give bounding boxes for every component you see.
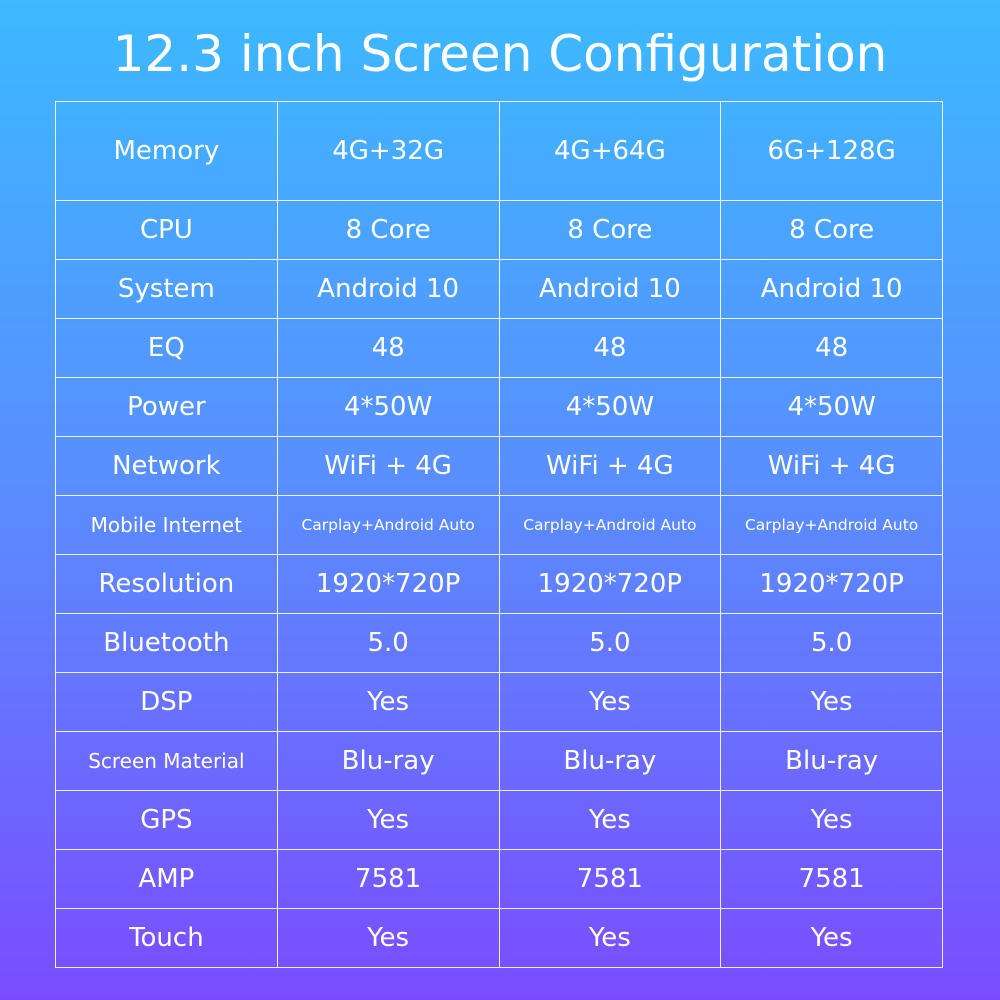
cell: Blu-ray xyxy=(498,731,722,791)
cell: 8 Core xyxy=(276,200,500,260)
cell: 5.0 xyxy=(720,613,943,673)
cell: 48 xyxy=(720,318,943,378)
cell: Android 10 xyxy=(720,259,943,319)
cell: 5.0 xyxy=(276,613,500,673)
cell: 4*50W xyxy=(720,377,943,437)
cell: 7581 xyxy=(276,849,500,909)
cell: Carplay+Android Auto xyxy=(276,495,500,555)
table-row: Screen Material Blu-ray Blu-ray Blu-ray xyxy=(55,731,943,791)
cell: WiFi + 4G xyxy=(498,436,722,496)
cell: Yes xyxy=(720,908,943,968)
title: 12.3 inch Screen Configuration xyxy=(112,25,888,83)
cell: 4*50W xyxy=(498,377,722,437)
cell: 8 Core xyxy=(720,200,943,260)
table-row: DSP Yes Yes Yes xyxy=(55,672,943,732)
cell: Blu-ray xyxy=(276,731,500,791)
cell: Yes xyxy=(720,790,943,850)
row-label: CPU xyxy=(55,200,278,260)
table-row: Memory 4G+32G 4G+64G 6G+128G xyxy=(55,101,943,201)
cell: Android 10 xyxy=(276,259,500,319)
cell: Yes xyxy=(720,672,943,732)
row-label: Mobile Internet xyxy=(55,495,278,555)
cell: 7581 xyxy=(720,849,943,909)
table-row: CPU 8 Core 8 Core 8 Core xyxy=(55,200,943,260)
cell: 48 xyxy=(498,318,722,378)
table-row: Network WiFi + 4G WiFi + 4G WiFi + 4G xyxy=(55,436,943,496)
table-row: AMP 7581 7581 7581 xyxy=(55,849,943,909)
row-label: DSP xyxy=(55,672,278,732)
row-label: GPS xyxy=(55,790,278,850)
cell: Yes xyxy=(276,908,500,968)
row-label: Memory xyxy=(55,101,278,201)
cell: 1920*720P xyxy=(276,554,500,614)
cell: 4*50W xyxy=(276,377,500,437)
cell: 6G+128G xyxy=(720,101,943,201)
cell: Yes xyxy=(498,672,722,732)
cell: Carplay+Android Auto xyxy=(498,495,722,555)
cell: Yes xyxy=(276,790,500,850)
cell: 4G+64G xyxy=(498,101,722,201)
cell: Carplay+Android Auto xyxy=(720,495,943,555)
cell: Yes xyxy=(276,672,500,732)
table-row: EQ 48 48 48 xyxy=(55,318,943,378)
cell: 1920*720P xyxy=(720,554,943,614)
row-label: System xyxy=(55,259,278,319)
row-label: AMP xyxy=(55,849,278,909)
table-row: Mobile Internet Carplay+Android Auto Carpl… xyxy=(55,495,943,555)
table-row: Touch Yes Yes Yes xyxy=(55,908,943,968)
cell: Yes xyxy=(498,908,722,968)
table-row: Resolution 1920*720P 1920*720P 1920*720P xyxy=(55,554,943,614)
table-row: GPS Yes Yes Yes xyxy=(55,790,943,850)
cell: 8 Core xyxy=(498,200,722,260)
row-label: Network xyxy=(55,436,278,496)
row-label: EQ xyxy=(55,318,278,378)
cell: Yes xyxy=(498,790,722,850)
cell: 48 xyxy=(276,318,500,378)
cell: 7581 xyxy=(498,849,722,909)
cell: 5.0 xyxy=(498,613,722,673)
cell: 1920*720P xyxy=(498,554,722,614)
table-row: Bluetooth 5.0 5.0 5.0 xyxy=(55,613,943,673)
table-row: System Android 10 Android 10 Android 10 xyxy=(55,259,943,319)
table-row: Power 4*50W 4*50W 4*50W xyxy=(55,377,943,437)
row-label: Power xyxy=(55,377,278,437)
cell: WiFi + 4G xyxy=(720,436,943,496)
row-label: Resolution xyxy=(55,554,278,614)
row-label: Touch xyxy=(55,908,278,968)
spec-table: Memory 4G+32G 4G+64G 6G+128G CPU 8 Core 8 Core… xyxy=(55,101,943,968)
cell: WiFi + 4G xyxy=(276,436,500,496)
cell: Blu-ray xyxy=(720,731,943,791)
cell: 4G+32G xyxy=(276,101,500,201)
row-label: Screen Material xyxy=(55,731,278,791)
cell: Android 10 xyxy=(498,259,722,319)
row-label: Bluetooth xyxy=(55,613,278,673)
